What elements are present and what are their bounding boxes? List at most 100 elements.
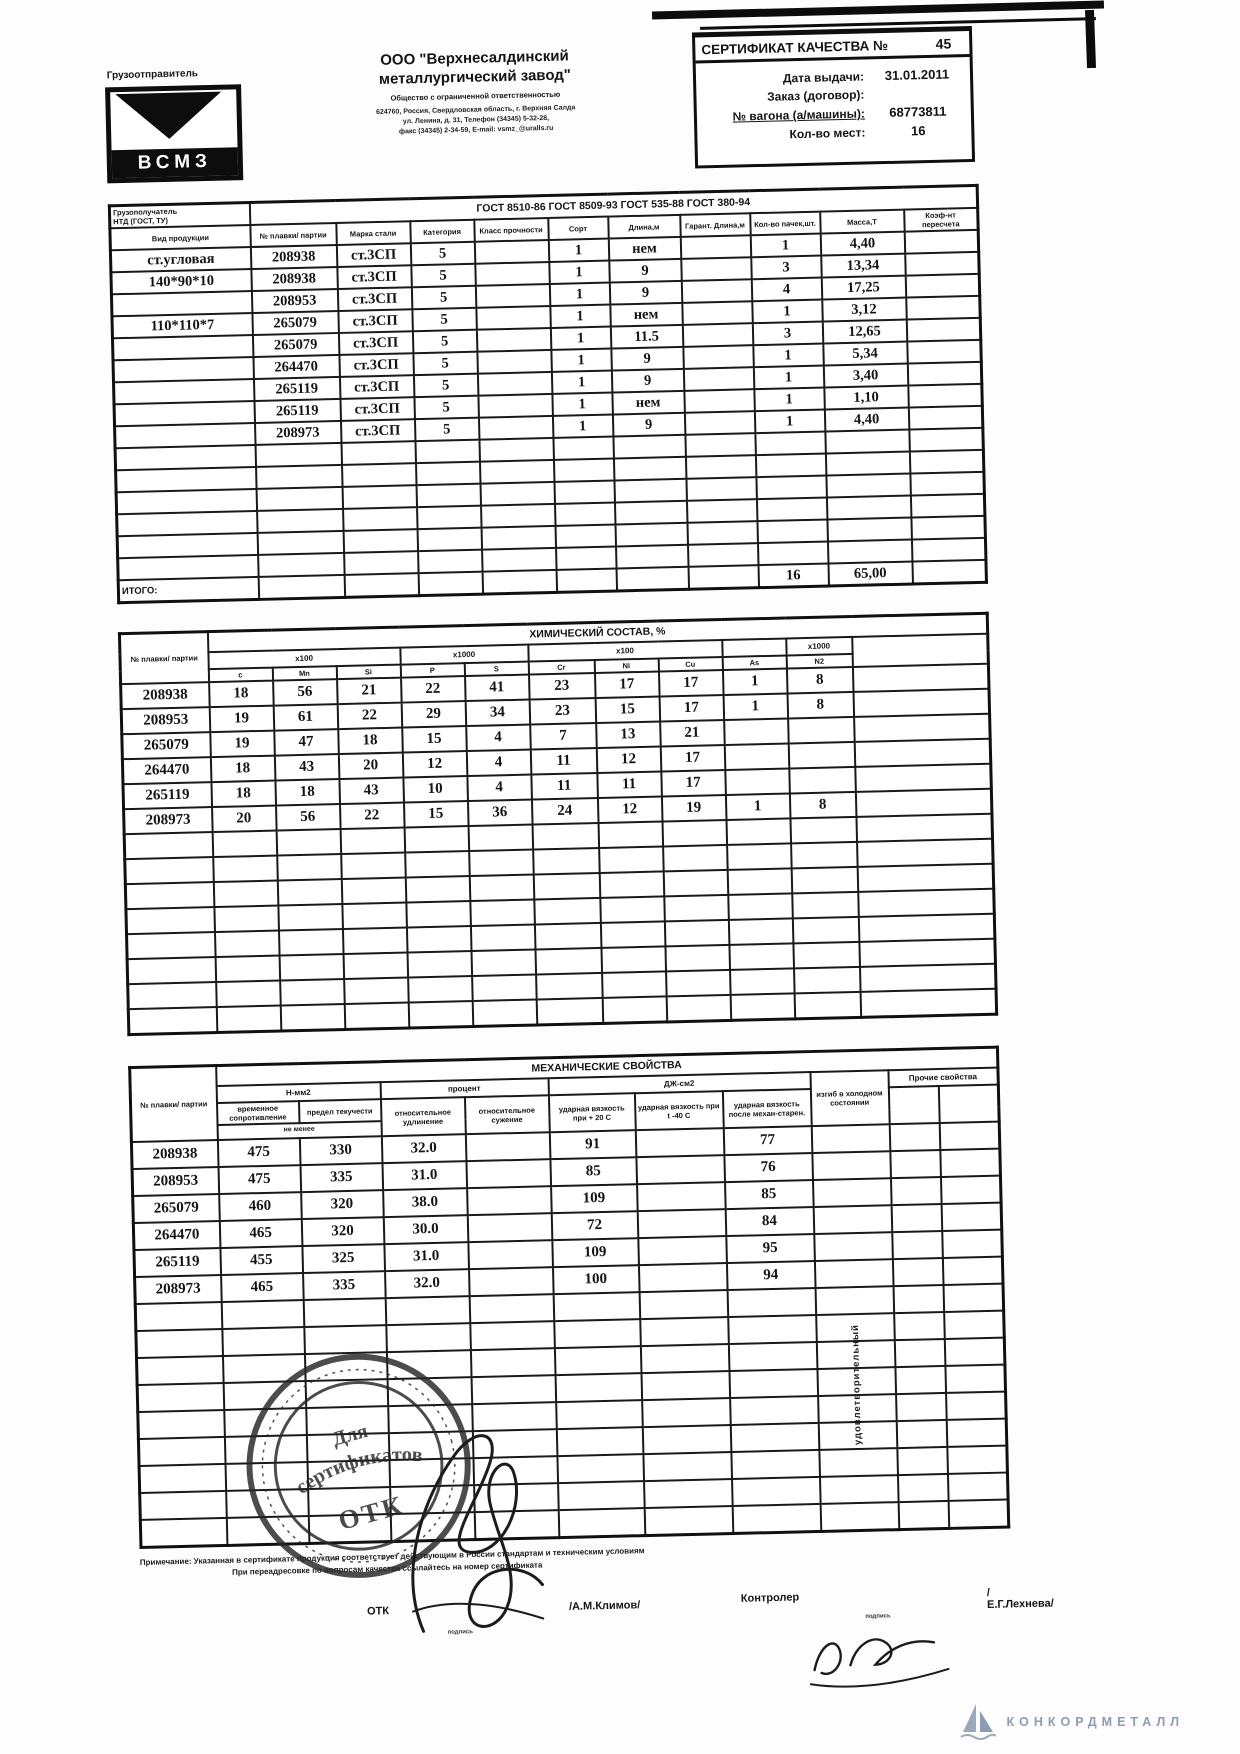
table-cell: 43: [338, 777, 404, 805]
table-cell: 9: [610, 346, 684, 371]
field-label: Заказ (договор):: [766, 87, 865, 104]
table-cell: 17: [594, 671, 660, 699]
table-cell: [907, 383, 983, 408]
table-cell: 208953: [251, 288, 338, 314]
table-cell: [471, 974, 537, 1002]
table-cell: [790, 841, 858, 869]
table-cell: [789, 816, 857, 844]
table-cell: [896, 1419, 947, 1449]
table-cell: [405, 876, 470, 903]
table-cell: 19: [209, 730, 275, 758]
otk-signer-name: /А.М.Климов/: [568, 1599, 641, 1613]
table-cell: [614, 500, 687, 525]
table-cell: [125, 907, 215, 935]
table-cell: 4,40: [820, 231, 905, 256]
table-cell: 94: [726, 1261, 816, 1291]
table-cell: 41: [464, 674, 530, 702]
table-cell: [385, 1296, 470, 1326]
table-cell: 265119: [253, 376, 340, 401]
table-cell: [688, 565, 759, 590]
table-cell: [859, 963, 997, 992]
brand-name: КОНКОРДМЕТАЛЛ: [1006, 1715, 1184, 1729]
table-cell: [906, 317, 981, 342]
table-cell: ИТОГО:: [118, 576, 259, 603]
table-cell: [909, 449, 984, 474]
table-cell: 17,25: [821, 275, 906, 300]
table-cell: 1: [725, 793, 790, 820]
table-cell: [946, 1445, 1008, 1474]
table-cell: 109: [550, 1184, 638, 1214]
scale-group-header: х1000: [785, 636, 853, 656]
col-header: Категория: [409, 219, 475, 244]
table-cell: ст.3СП: [339, 397, 415, 421]
table-cell: 24: [531, 797, 599, 825]
table-cell: [472, 999, 537, 1027]
blank-col-header: [851, 633, 989, 667]
table-cell: 61: [273, 704, 338, 731]
table-cell: [687, 543, 759, 567]
table-cell: [856, 838, 994, 867]
field-label: № вагона (а/машины):: [732, 106, 866, 124]
table-cell: [728, 1368, 818, 1399]
logo-triangle-icon: [115, 91, 223, 141]
table-cell: 77: [723, 1126, 812, 1156]
table-cell: [532, 822, 599, 850]
table-cell: [684, 411, 755, 435]
table-cell: 8: [786, 666, 854, 694]
table-cell: ст.3СП: [336, 243, 411, 267]
table-cell: [555, 1400, 643, 1430]
table-cell: [216, 1005, 281, 1033]
col-header: ударная вязкость при t -40 С: [634, 1091, 724, 1131]
table-cell: [682, 345, 754, 369]
table-cell: [127, 982, 217, 1010]
table-cell: [125, 882, 214, 910]
table-cell: ст.3СП: [337, 309, 413, 333]
table-cell: 264470: [133, 1221, 220, 1251]
chemistry-rows: 208938 18 56 21 22 41 23 17 17 1 8 208953 19 61 22 29 3…: [120, 663, 993, 835]
table-cell: 11: [596, 771, 662, 798]
table-cell: [469, 874, 534, 902]
table-cell: [535, 972, 603, 1000]
table-cell: 8: [787, 691, 854, 719]
table-cell: 1: [549, 304, 611, 328]
table-cell: [910, 493, 985, 518]
certificate-title: СЕРТИФИКАТ КАЧЕСТВА №: [701, 37, 889, 58]
table-cell: 29: [401, 701, 466, 728]
table-cell: [755, 475, 827, 500]
table-cell: 23: [529, 698, 596, 725]
table-cell: [407, 976, 473, 1003]
table-cell: 12: [402, 751, 467, 778]
table-cell: [944, 1364, 1006, 1393]
table-cell: [940, 1175, 1002, 1205]
table-cell: [853, 713, 991, 742]
table-cell: [944, 1337, 1005, 1366]
table-cell: 32.0: [384, 1269, 470, 1299]
table-cell: [727, 893, 793, 920]
table-cell: 85: [724, 1180, 814, 1210]
table-cell: [637, 1209, 726, 1239]
table-cell: нем: [608, 236, 681, 261]
table-cell: [408, 1001, 473, 1029]
table-cell: [613, 456, 686, 481]
shipper-block: Грузоотправитель ВСМЗ: [104, 43, 260, 205]
table-cell: 1: [551, 370, 612, 394]
table-cell: [943, 1283, 1004, 1312]
table-cell: 31.0: [383, 1242, 469, 1272]
table-cell: 22: [337, 702, 402, 730]
table-cell: 4: [466, 774, 532, 802]
table-cell: [221, 1327, 305, 1356]
table-cell: 265119: [253, 398, 341, 423]
table-cell: 208973: [123, 807, 213, 835]
col-header: [888, 1086, 940, 1125]
table-cell: 3: [750, 255, 822, 280]
table-cell: 4: [465, 724, 531, 752]
table-cell: [725, 818, 791, 845]
table-cell: [478, 437, 554, 462]
table-cell: 265119: [133, 1248, 221, 1278]
table-cell: 208938: [250, 266, 338, 292]
table-cell: [221, 1300, 304, 1329]
certificate-field-row: № вагона (а/машины): 68773811: [697, 103, 971, 124]
table-cell: [730, 1449, 820, 1480]
table-cell: [139, 1490, 227, 1520]
